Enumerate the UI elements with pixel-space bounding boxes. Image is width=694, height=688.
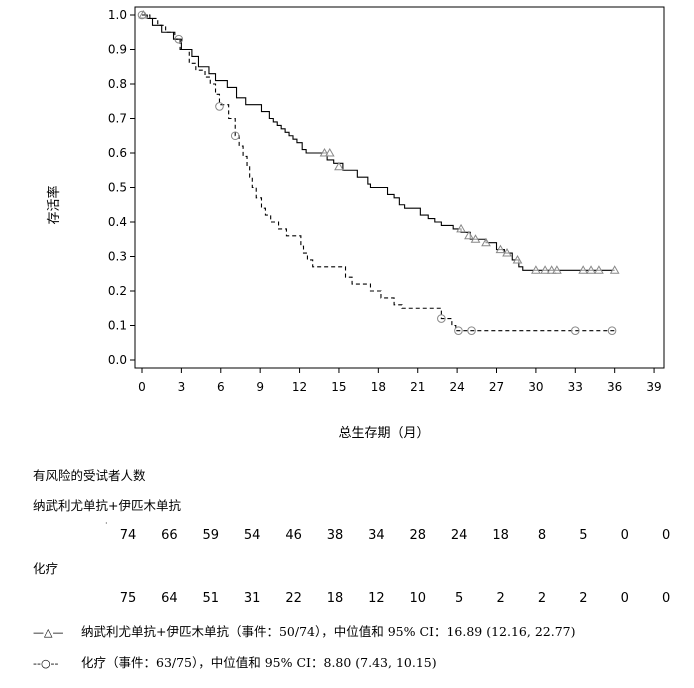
y-tick-label: 0.6: [108, 146, 127, 160]
risk-count: 51: [202, 591, 220, 606]
risk-count: 22: [285, 591, 302, 606]
legend-entry-chemo: --○-- 化疗（事件：63/75），中位值和 95% CI：8.80 (7.4…: [33, 652, 437, 671]
censor-marker-triangle: [456, 223, 466, 233]
censor-marker-triangle: [334, 161, 344, 171]
stray-dot: ·: [105, 519, 108, 528]
y-tick-label: 0.9: [108, 43, 127, 57]
risk-table-title: 有风险的受试者人数: [33, 468, 146, 483]
censor-marker-circle: [174, 34, 184, 44]
risk-count: 5: [455, 591, 464, 606]
risk-count: 12: [368, 591, 385, 606]
censor-marker-triangle: [578, 265, 589, 274]
censor-marker-circle: [570, 326, 580, 335]
y-tick-label: 0.8: [108, 77, 127, 91]
censor-marker-triangle: [586, 265, 596, 274]
x-tick-label: 6: [217, 380, 225, 394]
series-line-nivo-ipi: [142, 14, 615, 271]
risk-count: 34: [368, 528, 385, 543]
risk-count: 24: [450, 528, 468, 543]
risk-count: 2: [579, 591, 588, 606]
censor-marker-circle: [137, 10, 147, 20]
y-tick-label: 0.4: [108, 215, 127, 229]
risk-count: 0: [620, 528, 629, 543]
plot-frame: [134, 6, 665, 369]
risk-count: 2: [537, 591, 547, 606]
risk-count: 8: [537, 528, 547, 543]
risk-count: 54: [243, 528, 261, 543]
risk-count: 66: [161, 528, 178, 543]
censor-marker-triangle: [464, 230, 474, 240]
risk-count: 0: [662, 591, 671, 606]
x-tick-label: 3: [178, 380, 186, 394]
x-tick-label: 12: [292, 380, 307, 394]
risk-count: 10: [409, 591, 427, 606]
censor-marker-circle: [437, 314, 446, 323]
x-tick-label: 36: [607, 380, 622, 394]
risk-count: 31: [243, 591, 261, 606]
risk-count: 0: [620, 591, 629, 606]
censor-marker-triangle: [594, 265, 604, 274]
risk-count: 5: [579, 528, 588, 543]
y-tick-label: 0.1: [108, 319, 127, 333]
risk-count: 18: [492, 528, 509, 543]
x-axis: 0 3 6 9 12 15 18 21 24 27 30 33 36 39: [138, 368, 662, 394]
censor-marker-triangle: [531, 265, 541, 274]
legend-text-chemo: 化疗（事件：63/75），中位值和 95% CI：8.80 (7.43, 10.…: [80, 655, 437, 670]
censor-marker-triangle: [512, 254, 523, 264]
x-tick-label: 21: [410, 380, 425, 394]
x-tick-label: 9: [256, 380, 264, 394]
y-tick-label: 0.5: [108, 181, 127, 195]
risk-count: 28: [409, 528, 427, 543]
x-tick-label: 33: [568, 380, 583, 394]
legend-entry-nivo-ipi: —△— 纳武利尤单抗+伊匹木单抗（事件：50/74），中位值和 95% CI：1…: [33, 621, 576, 640]
series-line-chemo: [142, 14, 615, 332]
risk-count: 18: [326, 591, 344, 606]
y-tick-label: 0.7: [108, 112, 127, 126]
censor-marker-circle: [215, 102, 224, 111]
censor-marker-triangle: [609, 265, 620, 274]
censor-marker-triangle: [495, 244, 506, 254]
y-axis: 0.0 0.1 0.2 0.3 0.4 0.5 0.6 0.7 0.8 0.9 1.0: [108, 8, 135, 367]
y-tick-label: 0.3: [108, 250, 127, 264]
x-tick-label: 27: [489, 380, 504, 394]
risk-count: 0: [662, 528, 671, 543]
survival-curves: [137, 9, 620, 335]
censor-marker-triangle: [552, 265, 562, 274]
legend-key-solid-triangle: —△—: [33, 626, 64, 639]
risk-group-label-nivo-ipi: 纳武利尤单抗+伊匹木单抗: [33, 498, 181, 513]
legend-text-nivo-ipi: 纳武利尤单抗+伊匹木单抗（事件：50/74），中位值和 95% CI：16.89…: [80, 624, 576, 639]
x-tick-label: 18: [371, 380, 386, 394]
risk-count: 46: [285, 528, 302, 543]
risk-count: 75: [119, 591, 137, 606]
y-tick-label: 1.0: [108, 8, 127, 22]
risk-count: 38: [326, 528, 344, 543]
censor-marker-triangle: [481, 237, 491, 247]
x-tick-label: 0: [138, 380, 146, 394]
risk-count: 64: [161, 591, 178, 606]
x-tick-label: 39: [646, 380, 661, 394]
censor-marker-circle: [454, 326, 463, 335]
x-tick-label: 30: [528, 380, 543, 394]
y-axis-label: 存活率: [46, 185, 62, 224]
legend-key-dashed-circle: --○--: [33, 657, 59, 670]
censor-marker-triangle: [470, 234, 481, 243]
y-tick-label: 0.2: [108, 284, 127, 298]
x-axis-label: 总生存期（月）: [338, 426, 429, 441]
y-tick-label: 0.0: [108, 353, 127, 367]
censor-marker-circle: [607, 326, 617, 335]
x-tick-label: 15: [331, 380, 346, 394]
censor-marker-triangle: [540, 265, 550, 274]
censor-marker-triangle: [324, 147, 335, 157]
censor-marker-circle: [467, 326, 476, 335]
risk-count: 2: [496, 591, 505, 606]
x-tick-label: 24: [449, 380, 464, 394]
risk-count: 59: [202, 528, 220, 543]
censor-marker-circle: [230, 131, 240, 141]
km-survival-chart: 0.00.10.20.30.40.50.60.70.80.91.0 0 3 6 9 12…: [46, 6, 665, 441]
risk-group-label-chemo: 化疗: [33, 561, 59, 576]
risk-count: 74: [119, 528, 137, 543]
censor-marker-triangle: [502, 248, 512, 257]
